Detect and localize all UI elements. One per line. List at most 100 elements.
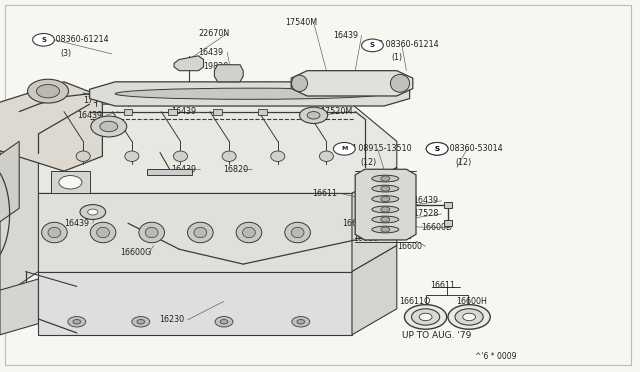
Text: 16439: 16439: [333, 31, 358, 40]
Ellipse shape: [372, 216, 399, 223]
Circle shape: [220, 320, 228, 324]
Bar: [168, 109, 177, 115]
Circle shape: [455, 309, 483, 325]
Ellipse shape: [271, 151, 285, 161]
Text: S 08360-53014: S 08360-53014: [442, 144, 502, 153]
Ellipse shape: [243, 227, 255, 238]
Circle shape: [448, 305, 490, 329]
Ellipse shape: [372, 175, 399, 182]
Polygon shape: [51, 171, 90, 193]
Circle shape: [73, 320, 81, 324]
Text: S 08360-61214: S 08360-61214: [378, 40, 438, 49]
Text: 16600: 16600: [397, 242, 422, 251]
Text: 16600G: 16600G: [120, 248, 152, 257]
Text: (12): (12): [360, 158, 376, 167]
Text: 16439: 16439: [413, 196, 438, 205]
Circle shape: [463, 313, 476, 321]
Text: S 08360-61214: S 08360-61214: [48, 35, 109, 44]
Text: M 08915-13510: M 08915-13510: [349, 144, 412, 153]
Circle shape: [300, 107, 328, 124]
Text: 22670N: 22670N: [198, 29, 230, 38]
Text: 16439: 16439: [64, 219, 89, 228]
Text: UP TO AUG. '79: UP TO AUG. '79: [402, 331, 471, 340]
Polygon shape: [38, 272, 352, 335]
Text: 16600D: 16600D: [421, 223, 452, 232]
Polygon shape: [0, 141, 19, 231]
Circle shape: [100, 121, 118, 132]
Circle shape: [88, 209, 98, 215]
Bar: [258, 109, 267, 115]
Text: 16610: 16610: [353, 234, 378, 243]
Circle shape: [426, 142, 448, 155]
Text: 16439: 16439: [172, 165, 196, 174]
Circle shape: [91, 116, 127, 137]
Circle shape: [362, 39, 383, 52]
Circle shape: [292, 317, 310, 327]
Circle shape: [68, 317, 86, 327]
Polygon shape: [147, 169, 192, 175]
Text: 17528: 17528: [413, 209, 438, 218]
Circle shape: [419, 313, 432, 321]
Bar: [303, 109, 312, 115]
Text: 16230: 16230: [159, 315, 184, 324]
Text: S: S: [435, 146, 440, 152]
Text: (12): (12): [456, 158, 472, 167]
Circle shape: [333, 142, 355, 155]
Circle shape: [381, 207, 390, 212]
Ellipse shape: [188, 222, 213, 243]
Polygon shape: [355, 169, 416, 240]
Text: (3): (3): [61, 49, 72, 58]
Bar: [213, 109, 222, 115]
Polygon shape: [291, 71, 413, 96]
Circle shape: [404, 305, 447, 329]
Text: 16600F: 16600F: [342, 219, 372, 228]
Polygon shape: [38, 193, 352, 272]
Circle shape: [426, 142, 448, 155]
Text: S: S: [41, 37, 46, 43]
Ellipse shape: [372, 185, 399, 192]
Text: 19820: 19820: [204, 62, 228, 71]
Circle shape: [381, 176, 390, 181]
Circle shape: [381, 227, 390, 232]
Circle shape: [412, 309, 440, 325]
Ellipse shape: [173, 151, 188, 161]
Text: 16439: 16439: [77, 111, 102, 120]
Polygon shape: [90, 82, 410, 106]
Ellipse shape: [292, 75, 308, 92]
Ellipse shape: [222, 151, 236, 161]
Circle shape: [137, 320, 145, 324]
Text: M: M: [341, 146, 348, 151]
Ellipse shape: [194, 227, 207, 238]
Bar: [124, 109, 132, 115]
Circle shape: [381, 196, 390, 202]
Ellipse shape: [390, 74, 410, 92]
Polygon shape: [0, 104, 397, 193]
Circle shape: [297, 320, 305, 324]
Ellipse shape: [372, 196, 399, 202]
Polygon shape: [0, 82, 102, 171]
Ellipse shape: [372, 226, 399, 233]
Ellipse shape: [319, 151, 333, 161]
Circle shape: [28, 79, 68, 103]
Polygon shape: [352, 246, 397, 335]
Ellipse shape: [97, 227, 109, 238]
Ellipse shape: [90, 222, 116, 243]
Text: 16611: 16611: [430, 281, 455, 290]
Bar: [444, 220, 452, 226]
Text: S: S: [435, 146, 440, 152]
Ellipse shape: [236, 222, 262, 243]
Ellipse shape: [115, 88, 384, 99]
Text: 17540M: 17540M: [83, 96, 115, 105]
Ellipse shape: [145, 227, 158, 238]
Text: 16600H: 16600H: [456, 297, 486, 306]
Circle shape: [132, 317, 150, 327]
Circle shape: [381, 217, 390, 222]
Polygon shape: [174, 56, 204, 71]
Text: ^'6 * 0009: ^'6 * 0009: [475, 352, 516, 361]
Circle shape: [307, 112, 320, 119]
Text: 16611: 16611: [312, 189, 337, 198]
Circle shape: [215, 317, 233, 327]
Circle shape: [33, 33, 54, 46]
Ellipse shape: [76, 151, 90, 161]
Bar: [444, 202, 452, 208]
